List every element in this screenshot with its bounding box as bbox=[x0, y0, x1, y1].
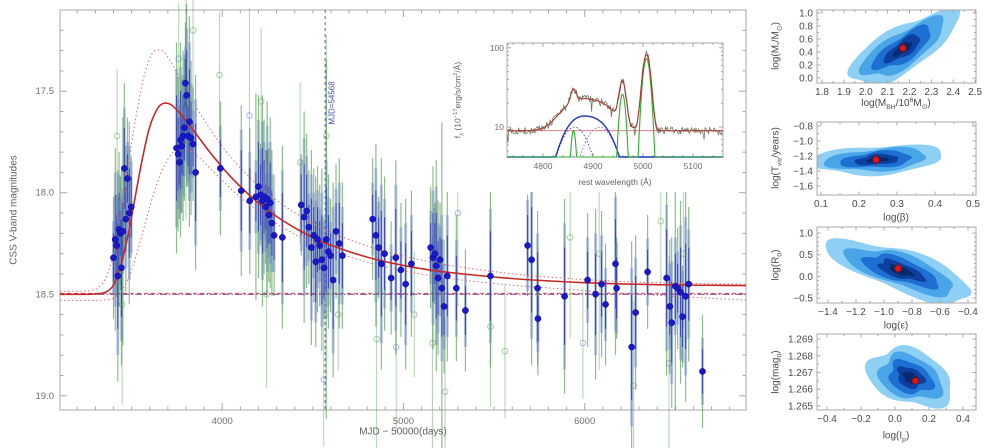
svg-text:18.0: 18.0 bbox=[36, 188, 55, 199]
best-fit-dot bbox=[899, 44, 907, 52]
svg-text:2.1: 2.1 bbox=[881, 87, 895, 98]
model-curves bbox=[59, 49, 747, 301]
posterior-contour-panels: 1.8 1.9 2.0 2.1 2.2 2.3 2.4 2.5 0.0 0.2 0.4 0.6 0.8 1… bbox=[788, 8, 983, 425]
svg-text:100: 100 bbox=[490, 43, 504, 53]
svg-text:0.2: 0.2 bbox=[852, 199, 866, 210]
svg-text:1.268: 1.268 bbox=[788, 351, 813, 362]
svg-text:−1.4: −1.4 bbox=[818, 307, 838, 318]
svg-text:2.5: 2.5 bbox=[968, 87, 982, 98]
svg-text:4900: 4900 bbox=[584, 161, 603, 171]
svg-text:−0.2: −0.2 bbox=[851, 414, 871, 425]
svg-text:0.0: 0.0 bbox=[888, 414, 902, 425]
svg-text:0.4: 0.4 bbox=[956, 414, 970, 425]
svg-text:0.4: 0.4 bbox=[799, 47, 813, 58]
total-model-spectrum bbox=[506, 53, 723, 132]
disruption-date-annotation: MJD=54568 bbox=[327, 81, 337, 125]
svg-text:10: 10 bbox=[495, 122, 505, 132]
svg-text:4800: 4800 bbox=[534, 161, 553, 171]
svg-text:−1.0: −1.0 bbox=[874, 307, 894, 318]
svg-text:6000: 6000 bbox=[574, 416, 595, 427]
svg-text:1.266: 1.266 bbox=[788, 385, 813, 396]
svg-text:1.267: 1.267 bbox=[788, 368, 813, 379]
open-data-points bbox=[113, 27, 687, 396]
contour-blobs bbox=[864, 344, 951, 409]
svg-text:−1.0: −1.0 bbox=[793, 136, 813, 147]
narrow-lines-curve bbox=[507, 57, 723, 158]
svg-text:0.3: 0.3 bbox=[890, 199, 904, 210]
contour-panel-3: −1.4 −1.2 −1.0 −0.8 −0.6 −0.4 −0.5 0.0 0.5 1.0 bbox=[793, 226, 978, 318]
svg-text:2.2: 2.2 bbox=[903, 87, 917, 98]
best-fit-dot bbox=[872, 156, 880, 164]
contour-panel-1: 1.8 1.9 2.0 2.1 2.2 2.3 2.4 2.5 0.0 0.2 0.4 0.6 0.8 1… bbox=[799, 8, 982, 98]
contour-panel-4: −0.4 −0.2 0.0 0.2 0.4 1.265 1.266 1.267 1.268 1.2… bbox=[788, 333, 977, 425]
svg-text:−1.4: −1.4 bbox=[793, 166, 813, 177]
svg-text:5000: 5000 bbox=[393, 416, 414, 427]
svg-text:1.269: 1.269 bbox=[788, 335, 813, 346]
svg-text:2.4: 2.4 bbox=[946, 87, 960, 98]
svg-text:1.8: 1.8 bbox=[815, 87, 829, 98]
svg-text:−0.6: −0.6 bbox=[930, 307, 950, 318]
svg-text:1.265: 1.265 bbox=[788, 401, 813, 412]
svg-text:1.0: 1.0 bbox=[799, 8, 813, 19]
svg-text:−1.2: −1.2 bbox=[793, 151, 813, 162]
svg-text:−0.4: −0.4 bbox=[817, 414, 837, 425]
svg-text:0.4: 0.4 bbox=[928, 199, 942, 210]
svg-text:18.5: 18.5 bbox=[36, 289, 55, 300]
svg-text:0.5: 0.5 bbox=[799, 250, 813, 261]
svg-text:4000: 4000 bbox=[212, 416, 233, 427]
svg-text:−0.8: −0.8 bbox=[902, 307, 922, 318]
svg-text:0.1: 0.1 bbox=[814, 199, 828, 210]
svg-text:5000: 5000 bbox=[634, 161, 653, 171]
light-curve-plot: 4000 5000 6000 17.5 18.0 18.5 19.0 4800 4900 5000… bbox=[36, 0, 747, 448]
contour-panel-2: 0.1 0.2 0.3 0.4 0.5 −0.8 −1.0 −1.2 −1.4 −1.6 bbox=[793, 121, 980, 210]
svg-text:1.9: 1.9 bbox=[837, 87, 851, 98]
upper-envelope-curve bbox=[59, 49, 747, 292]
best-fit-dot bbox=[911, 377, 919, 385]
svg-text:−0.8: −0.8 bbox=[793, 121, 813, 132]
svg-text:2.3: 2.3 bbox=[924, 87, 938, 98]
best-fit-model-curve bbox=[59, 102, 747, 296]
svg-text:0.0: 0.0 bbox=[799, 272, 813, 283]
svg-text:1.0: 1.0 bbox=[799, 229, 813, 240]
svg-text:−1.6: −1.6 bbox=[793, 181, 813, 192]
svg-text:19.0: 19.0 bbox=[36, 391, 55, 402]
svg-text:0.0: 0.0 bbox=[799, 73, 813, 84]
svg-text:0.8: 0.8 bbox=[799, 21, 813, 32]
svg-text:17.5: 17.5 bbox=[36, 86, 55, 97]
svg-text:0.2: 0.2 bbox=[922, 414, 936, 425]
best-fit-dot bbox=[894, 264, 902, 273]
svg-text:−1.2: −1.2 bbox=[846, 307, 866, 318]
lower-envelope-curve bbox=[59, 147, 747, 301]
svg-text:0.5: 0.5 bbox=[966, 199, 980, 210]
svg-text:0.2: 0.2 bbox=[799, 60, 813, 71]
inset-spectrum: 4800 4900 5000 5100 10 100 bbox=[445, 22, 737, 192]
svg-text:2.0: 2.0 bbox=[859, 87, 873, 98]
svg-text:−0.4: −0.4 bbox=[958, 307, 978, 318]
svg-text:0.6: 0.6 bbox=[799, 34, 813, 45]
data-points bbox=[110, 79, 706, 375]
svg-text:5100: 5100 bbox=[684, 161, 703, 171]
svg-text:−0.5: −0.5 bbox=[793, 293, 813, 304]
